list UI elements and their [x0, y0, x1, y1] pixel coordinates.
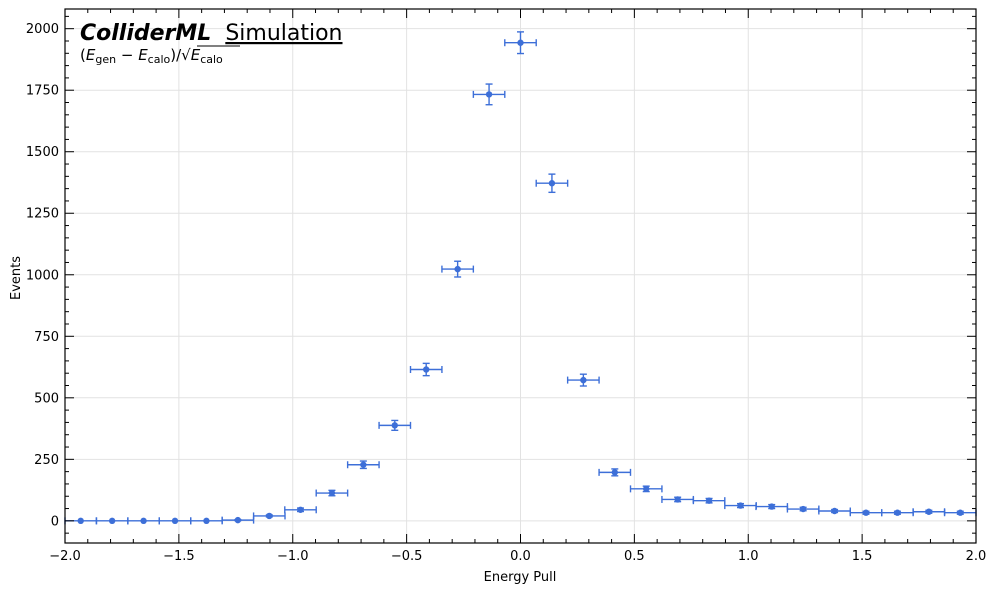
data-point	[598, 468, 632, 477]
data-point	[692, 497, 726, 505]
data-point	[158, 517, 192, 525]
marker	[768, 503, 775, 510]
marker	[108, 517, 116, 525]
formula-e1: E	[86, 46, 96, 64]
data-point	[284, 506, 317, 514]
data-point	[912, 508, 946, 516]
data-point	[221, 516, 255, 524]
data-point	[127, 517, 160, 525]
data-point	[661, 495, 695, 503]
marker	[297, 506, 304, 513]
formula-open: (	[80, 46, 86, 64]
marker	[705, 497, 713, 504]
x-tick-label: 0.5	[624, 549, 645, 564]
data-point	[190, 517, 223, 525]
y-tick-label: 2000	[26, 22, 59, 37]
data-point	[252, 512, 286, 520]
formula-e3: E	[191, 46, 201, 64]
marker	[674, 496, 681, 503]
y-tick-label: 1250	[26, 207, 59, 222]
y-tick-label: 750	[34, 330, 59, 345]
formula-s3: calo	[200, 53, 223, 66]
marker	[203, 517, 210, 525]
data-point	[566, 373, 600, 387]
marker	[517, 39, 524, 46]
data-point	[378, 419, 412, 431]
formula-s1: gen	[95, 53, 116, 66]
data-point	[755, 503, 789, 511]
data-point	[409, 362, 443, 377]
data-point	[818, 507, 851, 515]
marker	[643, 485, 650, 493]
y-tick-label: 0	[51, 514, 59, 529]
marker	[423, 366, 430, 373]
marker	[140, 517, 147, 525]
marker	[831, 507, 838, 515]
marker	[548, 180, 556, 187]
formula-close: )/	[170, 46, 182, 64]
data-point	[881, 509, 914, 517]
x-tick-label: −2.0	[49, 549, 81, 564]
data-point	[849, 509, 883, 517]
y-tick-label: 1500	[26, 145, 59, 160]
y-tick-label: 1750	[26, 84, 59, 99]
marker	[737, 502, 744, 509]
brand-bold: ColliderML	[80, 21, 211, 46]
data-point	[535, 173, 569, 194]
marker	[328, 489, 336, 497]
x-axis-label: Energy Pull	[484, 570, 557, 585]
data-point	[943, 509, 977, 517]
y-tick-label: 500	[34, 391, 59, 406]
data-point	[504, 31, 537, 55]
marker	[171, 517, 179, 525]
x-tick-label: 1.5	[852, 549, 873, 564]
marker	[77, 517, 84, 525]
data-point	[95, 517, 129, 525]
formula-sqrt: √	[181, 46, 191, 64]
x-tick-label: 0.0	[510, 549, 531, 564]
x-tick-label: 2.0	[966, 549, 987, 564]
axis-ticks	[64, 9, 977, 543]
data-points	[64, 31, 977, 525]
data-point	[315, 489, 349, 497]
grid	[64, 9, 977, 543]
brand-title: ColliderML Simulation	[80, 21, 343, 46]
marker	[580, 376, 587, 384]
marker	[454, 265, 461, 273]
y-axis-label: Events	[9, 256, 24, 300]
y-tick-label: 1000	[26, 268, 59, 283]
brand-simulation: Simulation	[225, 21, 342, 46]
formula-s2: calo	[148, 53, 171, 66]
marker	[611, 469, 618, 476]
marker	[957, 509, 964, 516]
x-tick-label: −0.5	[391, 549, 423, 564]
marker	[799, 505, 807, 513]
marker	[862, 509, 870, 516]
formula-minus: −	[116, 46, 138, 64]
data-point	[724, 502, 757, 510]
marker	[391, 422, 398, 429]
data-point	[441, 260, 475, 278]
marker	[266, 512, 273, 520]
marker	[360, 461, 367, 468]
y-tick-label: 250	[34, 453, 59, 468]
formula-e2: E	[138, 46, 148, 64]
tick-labels: −2.0 −1.5 −1.0 −0.5 0.0 0.5 1.0 1.5 2.0 0 250 500 75…	[26, 22, 986, 564]
x-tick-label: 1.0	[738, 549, 759, 564]
data-point	[346, 460, 380, 470]
marker	[894, 509, 901, 516]
marker	[925, 508, 933, 515]
data-point	[786, 505, 820, 513]
x-tick-label: −1.0	[277, 549, 309, 564]
data-point	[629, 485, 663, 493]
marker	[485, 91, 493, 98]
marker	[234, 516, 242, 524]
data-point	[472, 83, 506, 106]
formula-annotation: (Egen − Ecalo)/√Ecalo	[80, 46, 223, 66]
x-tick-label: −1.5	[163, 549, 195, 564]
